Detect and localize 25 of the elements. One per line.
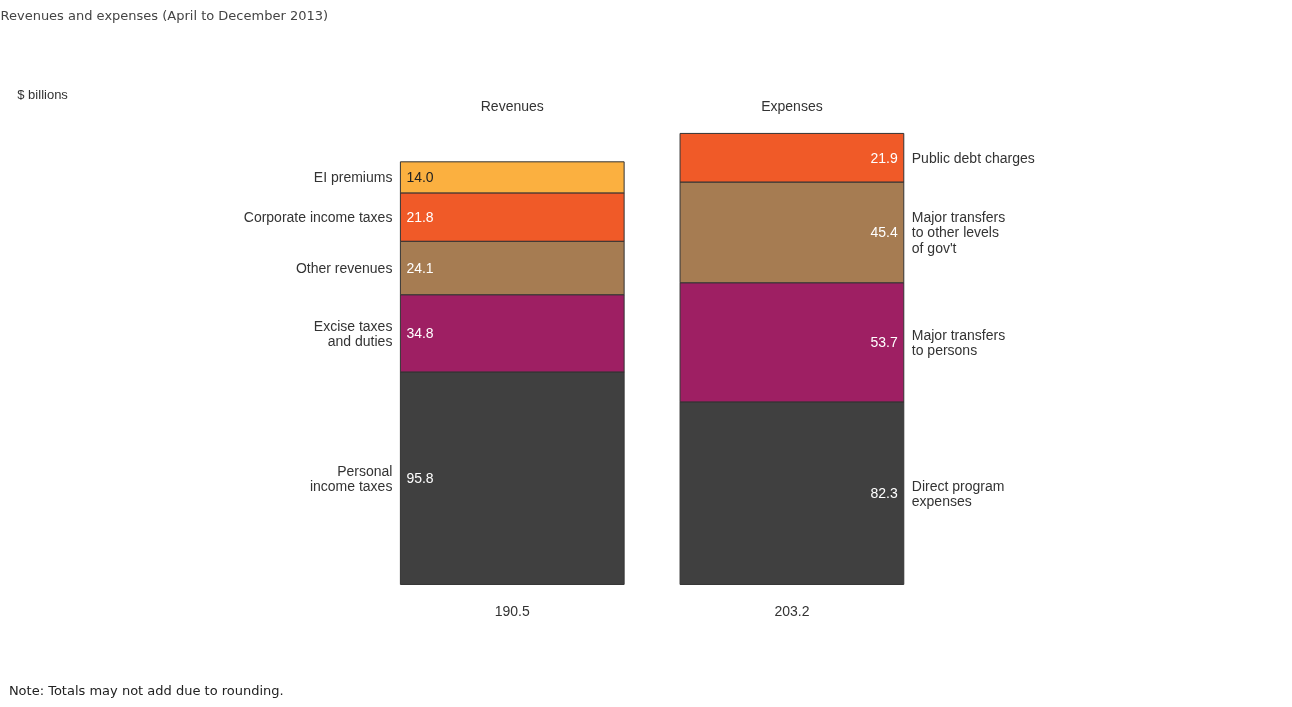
- data-label: 45.4: [870, 224, 898, 241]
- series-label: Other revenues: [295, 259, 393, 276]
- series-label: Public debt charges: [911, 149, 1035, 166]
- total-label: 190.5: [494, 603, 530, 620]
- data-label: 34.8: [406, 325, 434, 342]
- data-label: 95.8: [406, 470, 434, 487]
- data-label: 82.3: [870, 485, 898, 502]
- series-label: Corporate income taxes: [243, 209, 393, 226]
- series-label: Direct program expenses: [911, 477, 1005, 509]
- series-label: EI premiums: [313, 169, 393, 186]
- series-label: Excise taxes and duties: [313, 317, 393, 349]
- text: Revenues and expenses (April to December 2013): [0, 7, 329, 23]
- data-label: 24.1: [406, 259, 434, 276]
- series-label: Major transfers to other levels of gov't: [911, 209, 1006, 256]
- data-label: 53.7: [870, 334, 898, 351]
- text: $ billions: [17, 86, 69, 102]
- text: Note: Totals may not add due to rounding.: [8, 683, 284, 699]
- data-label: 14.0: [406, 169, 434, 186]
- data-label: 21.9: [870, 149, 898, 166]
- x-tick-label: Revenues: [480, 98, 544, 115]
- series-label: Personal income taxes: [309, 462, 393, 494]
- total-label: 203.2: [774, 603, 810, 620]
- x-tick-label: Expenses: [761, 98, 823, 115]
- data-label: 21.8: [406, 209, 434, 226]
- series-label: Major transfers to persons: [911, 326, 1006, 358]
